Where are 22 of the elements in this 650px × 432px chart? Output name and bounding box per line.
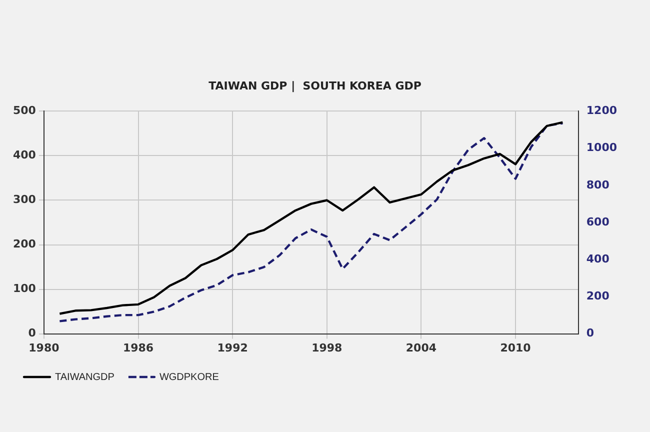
x-tick-label: 2010	[500, 341, 532, 354]
y-tick-label: 300	[12, 193, 36, 206]
y-tick-label: 0	[28, 326, 36, 340]
x-tick-label: 1998	[312, 341, 342, 354]
y2-tick-label: 1200	[586, 104, 618, 118]
x-tick-label: 1986	[122, 341, 154, 354]
y-tick-label: 100	[12, 282, 36, 296]
y2-tick-label: 400	[586, 252, 610, 266]
y2-tick-label: 1000	[586, 141, 618, 154]
y2-tick-label: 800	[586, 178, 610, 192]
y-tick-label: 500	[12, 104, 36, 118]
chart-title: TAIWAN GDP | SOUTH KOREA GDP	[208, 79, 422, 92]
x-tick-label: 1980	[28, 341, 60, 354]
x-tick-label: 1992	[217, 341, 248, 354]
legend-label: TAIWANGDP	[55, 372, 115, 383]
y-tick-label: 200	[12, 238, 36, 251]
x-tick-label: 2004	[406, 341, 437, 354]
y2-tick-label: 600	[586, 215, 610, 228]
y2-tick-label: 200	[586, 290, 610, 303]
y2-tick-label: 0	[586, 326, 594, 340]
legend-label: WGDPKORE	[159, 372, 220, 383]
y-tick-label: 400	[12, 148, 36, 162]
